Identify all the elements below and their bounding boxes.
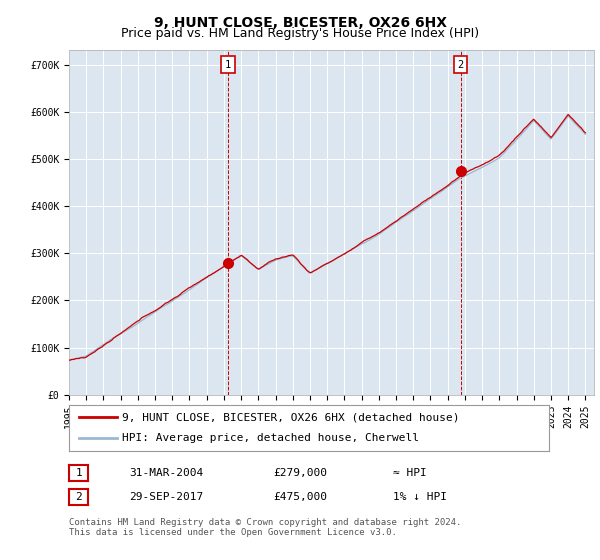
Text: £279,000: £279,000 (273, 468, 327, 478)
Text: 9, HUNT CLOSE, BICESTER, OX26 6HX (detached house): 9, HUNT CLOSE, BICESTER, OX26 6HX (detac… (122, 412, 460, 422)
Text: 2: 2 (457, 59, 464, 69)
Text: 29-SEP-2017: 29-SEP-2017 (129, 492, 203, 502)
Text: 1: 1 (75, 468, 82, 478)
Text: Contains HM Land Registry data © Crown copyright and database right 2024.
This d: Contains HM Land Registry data © Crown c… (69, 518, 461, 538)
Text: 31-MAR-2004: 31-MAR-2004 (129, 468, 203, 478)
Text: 1% ↓ HPI: 1% ↓ HPI (393, 492, 447, 502)
Text: ≈ HPI: ≈ HPI (393, 468, 427, 478)
Text: Price paid vs. HM Land Registry's House Price Index (HPI): Price paid vs. HM Land Registry's House … (121, 27, 479, 40)
Text: 1: 1 (225, 59, 232, 69)
Text: £475,000: £475,000 (273, 492, 327, 502)
Text: HPI: Average price, detached house, Cherwell: HPI: Average price, detached house, Cher… (122, 433, 419, 444)
Text: 2: 2 (75, 492, 82, 502)
Text: 9, HUNT CLOSE, BICESTER, OX26 6HX: 9, HUNT CLOSE, BICESTER, OX26 6HX (154, 16, 446, 30)
